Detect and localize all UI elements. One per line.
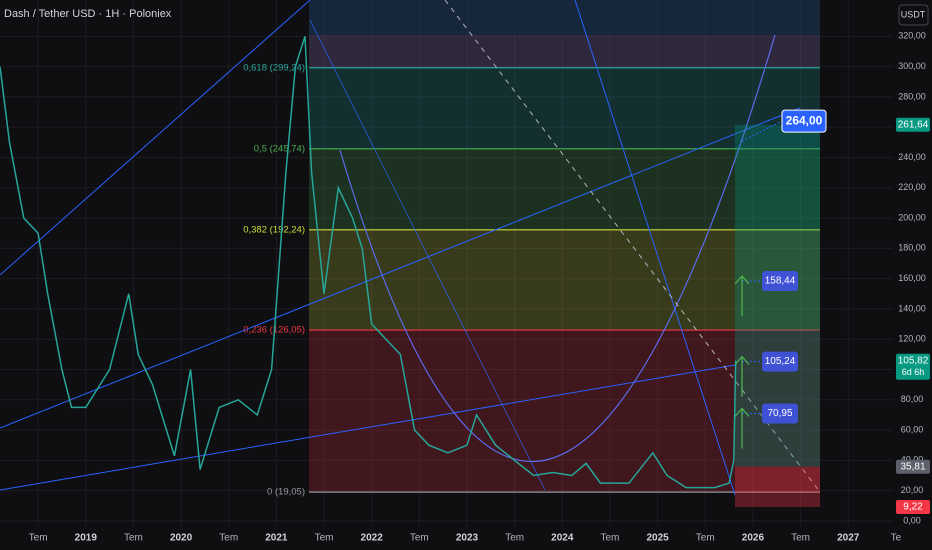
y-tick-label: 20,00 <box>901 485 924 495</box>
x-tick-label: 2027 <box>837 533 860 544</box>
y-tick-label: 160,00 <box>898 273 926 283</box>
price-tag <box>896 117 930 132</box>
x-tick-label: 2024 <box>551 533 574 544</box>
right-axis <box>893 0 932 550</box>
annotations: 264,00 158,44 105,24 70,95 <box>734 109 827 449</box>
y-tick-label: 180,00 <box>898 243 926 253</box>
y-tick-label: 80,00 <box>901 394 924 404</box>
price-line <box>0 36 737 489</box>
y-tick-label: 0,00 <box>903 515 921 525</box>
fib-band <box>309 229 820 331</box>
loss-zone <box>735 466 820 507</box>
currency[interactable]: USDT <box>901 9 926 19</box>
drawings <box>0 0 821 496</box>
trend-line <box>574 0 736 496</box>
target-box <box>762 271 798 292</box>
x-tick-label: Tem <box>600 533 619 544</box>
fib-label: 0,618 (299,24) <box>243 62 305 73</box>
chart-title: Dash / Tether USD · 1H · Poloniex <box>4 8 172 20</box>
up-arrow <box>734 275 750 317</box>
parabola <box>339 34 776 463</box>
up-arrow <box>734 355 750 397</box>
x-tick-label: 2021 <box>265 533 288 544</box>
fib-label: 0,382 (192,24) <box>243 224 305 235</box>
target-box <box>762 403 798 424</box>
y-tick-label: 280,00 <box>898 91 926 101</box>
countdown: 6d 6h <box>902 367 925 377</box>
price-tag-label: 35,81 <box>900 461 925 472</box>
bottom-axis <box>0 527 932 550</box>
fib-retracement: 0,618 (299,24) 0,5 (245,74) 0,382 (192,24)… <box>243 35 820 498</box>
fib-band <box>309 35 820 68</box>
shade <box>309 0 820 35</box>
x-tick-label: Tem <box>505 533 524 544</box>
x-tick-label: Tem <box>696 533 715 544</box>
dashed-line <box>444 0 821 493</box>
price <box>0 36 737 489</box>
x-tick-label: Tem <box>410 533 429 544</box>
y-tick-label: 120,00 <box>898 334 926 344</box>
price-tag <box>896 499 930 514</box>
y-tick-label: 60,00 <box>901 424 924 434</box>
y-tick-label: 220,00 <box>898 182 926 192</box>
x-tick-label: 2023 <box>456 533 479 544</box>
x-tick-label: 2025 <box>646 533 669 544</box>
target-label: 158,44 <box>765 276 796 287</box>
trend-line <box>0 364 736 491</box>
trend-line <box>309 19 546 491</box>
price-tag-label: 261,64 <box>898 119 929 130</box>
up-arrow <box>734 407 750 449</box>
y-tick-label: 200,00 <box>898 212 926 222</box>
x-tick-label: Tem <box>29 533 48 544</box>
x-tick-label: Tem <box>315 533 334 544</box>
fib-band <box>309 67 820 149</box>
price-tag-label: 105,82 <box>898 355 929 366</box>
x-tick-label: 2022 <box>361 533 384 544</box>
fib-label: 0 (19,05) <box>267 487 305 498</box>
y-tick-label: 320,00 <box>898 31 926 41</box>
target-box <box>762 351 798 372</box>
axes: 0,0020,0040,0060,0080,00100,00120,00140,… <box>29 31 930 544</box>
trend-line <box>0 107 801 429</box>
x-tick-label: Te <box>891 533 902 544</box>
x-tick-label: 2020 <box>170 533 193 544</box>
fib-label: 0,5 (245,74) <box>254 143 305 154</box>
position <box>735 124 820 507</box>
currency-box[interactable] <box>898 4 929 26</box>
price-tag <box>896 353 930 380</box>
y-tick-label: 240,00 <box>898 152 926 162</box>
y-tick-label: 300,00 <box>898 61 926 71</box>
x-tick-label: 2026 <box>742 533 765 544</box>
price-tag-label: 9,22 <box>903 502 923 513</box>
x-tick-label: Tem <box>219 533 238 544</box>
x-tick-label: Tem <box>791 533 810 544</box>
target-label: 264,00 <box>786 113 823 127</box>
price-tag <box>896 459 930 474</box>
x-tick-label: 2019 <box>75 533 98 544</box>
trend-line <box>0 0 311 276</box>
target-label: 105,24 <box>765 356 796 367</box>
x-tick-label: Tem <box>124 533 143 544</box>
y-tick-label: 140,00 <box>898 303 926 313</box>
target-box <box>781 109 827 133</box>
target-label: 70,95 <box>767 408 792 419</box>
target-arrow <box>741 120 783 142</box>
